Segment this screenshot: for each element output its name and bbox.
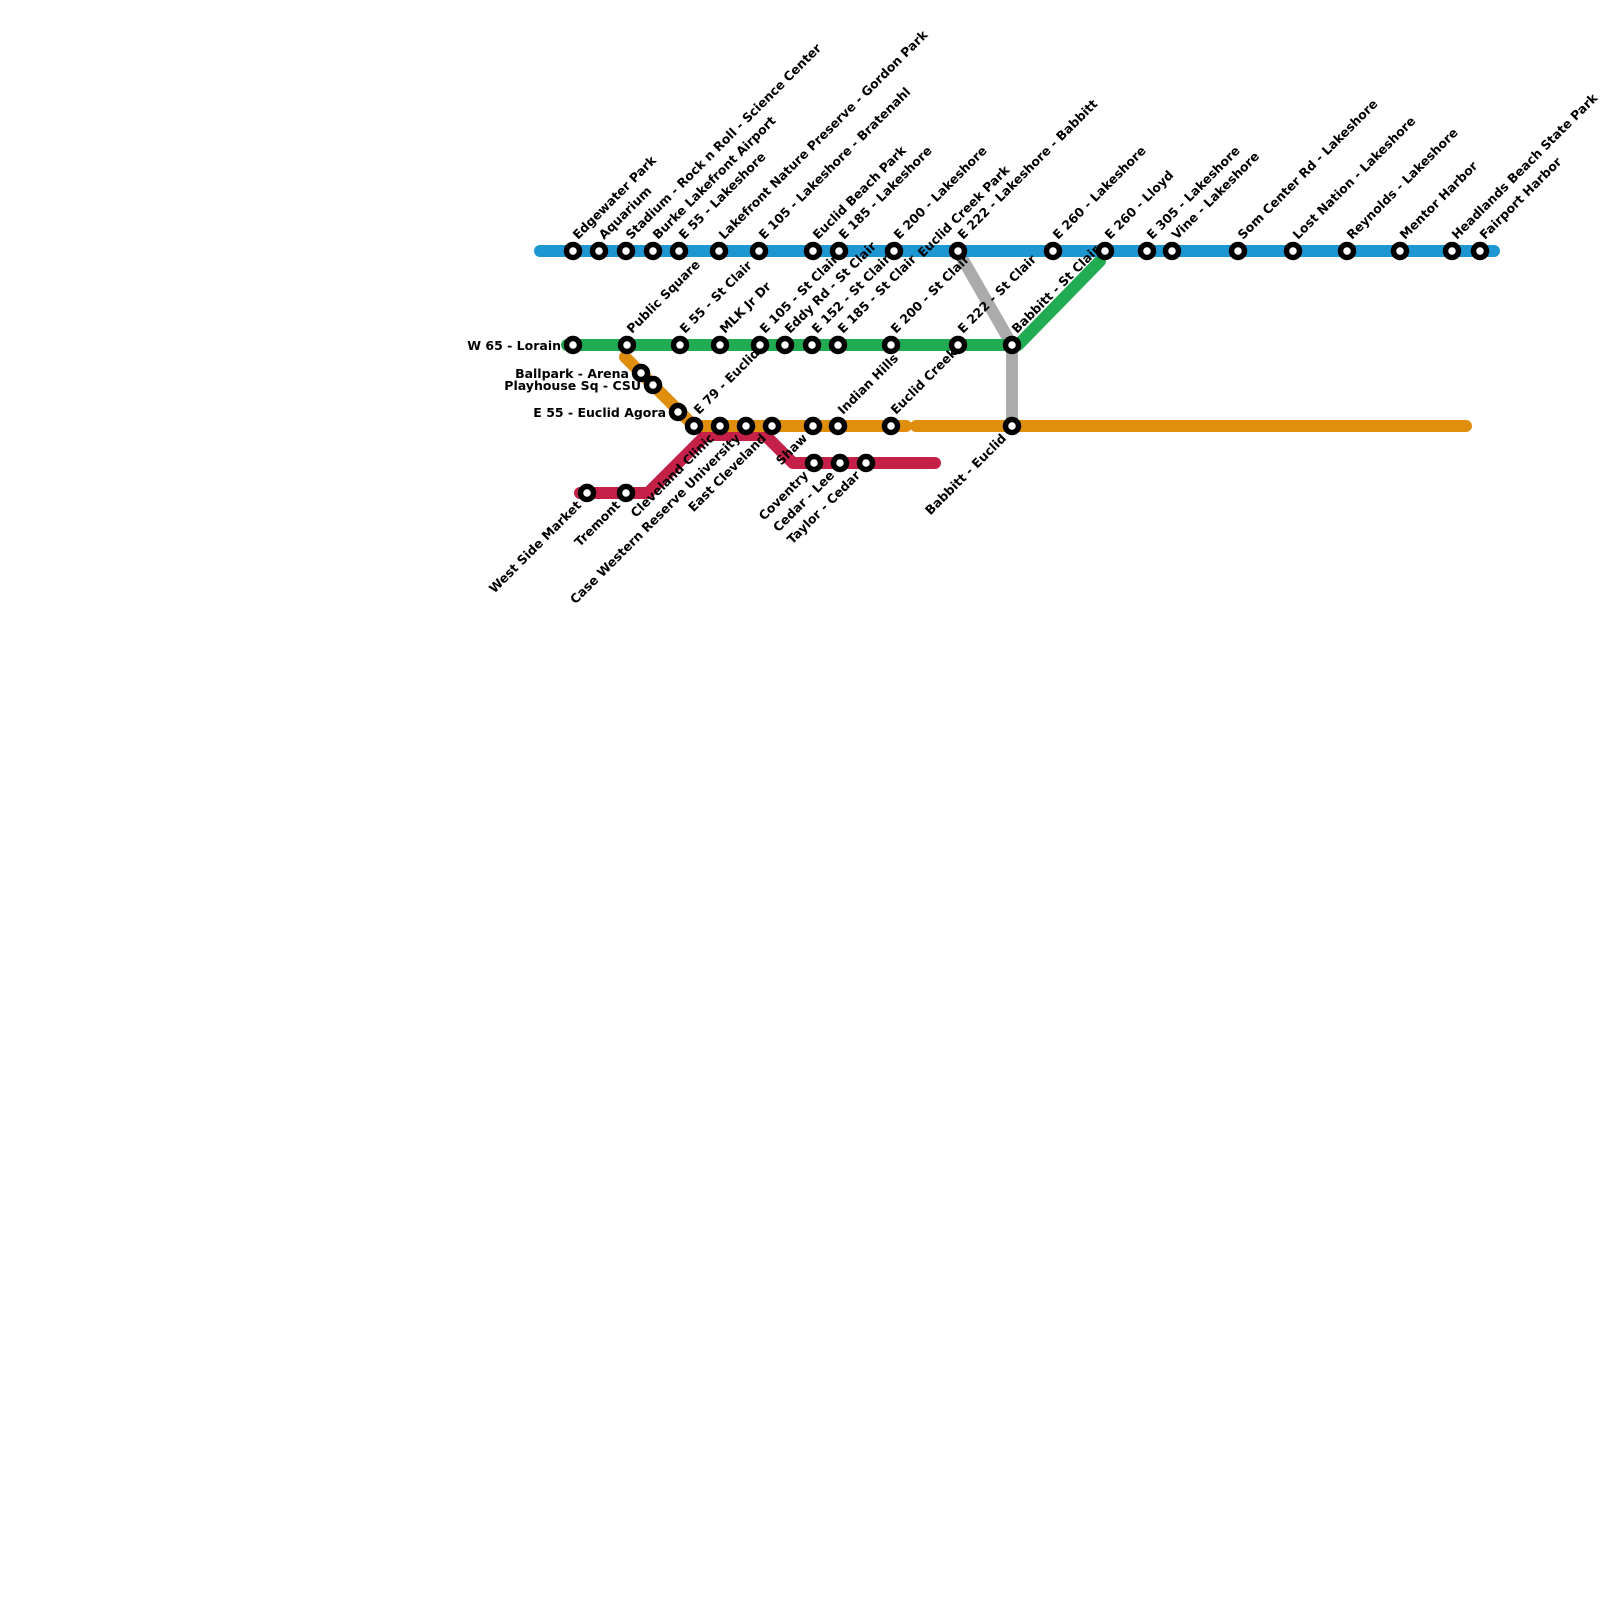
station-label-w-65-lorain: W 65 - Lorain [467,338,561,353]
station-headlands-beach-state-park [1442,241,1462,261]
station-ballpark-arena [631,363,651,383]
station-babbitt-st-clair [1002,335,1022,355]
station-coventry [804,453,824,473]
station-label-euclid-creek: Euclid Creek [888,344,961,417]
station-markers-layer [563,241,1490,503]
station-e-260-lloyd [1095,241,1115,261]
station-stadium-rock-n-roll-science-center [616,241,636,261]
station-w-65-lorain [563,335,583,355]
station-e-185-lakeshore [829,241,849,261]
station-cedar-lee [830,453,850,473]
station-tremont [616,483,636,503]
station-label-babbitt-euclid: Babbitt - Euclid [922,431,1009,518]
station-label-ballpark-arena: Ballpark - Arena [515,366,629,381]
station-euclid-creek [881,416,901,436]
station-e-185-st-clair [828,335,848,355]
station-label-west-side-market: West Side Market [486,498,584,596]
station-e-222-st-clair [948,335,968,355]
station-e-305-lakeshore [1137,241,1157,261]
station-public-square [617,335,637,355]
station-east-cleveland [762,416,782,436]
station-mlk-jr-dr [710,335,730,355]
station-label-e-55-euclid-agora: E 55 - Euclid Agora [533,405,666,420]
station-taylor-cedar [856,453,876,473]
station-babbitt-euclid [1002,416,1022,436]
station-aquarium [589,241,609,261]
station-shaw [803,416,823,436]
station-cleveland-clinic [710,416,730,436]
station-lakefront-nature-preserve-gordon-park [709,241,729,261]
station-label-e-260-lakeshore: E 260 - Lakeshore [1050,143,1149,242]
station-burke-lakefront-airport [643,241,663,261]
station-e-222-lakeshore-babbitt [948,241,968,261]
station-e-55-euclid-agora [668,402,688,422]
station-e-105-st-clair [750,335,770,355]
station-fairport-harbor [1470,241,1490,261]
station-e-105-lakeshore-bratenahl [749,241,769,261]
station-label-burke-lakefront-airport: Burke Lakefront Airport [650,113,779,242]
station-mentor-harbor [1390,241,1410,261]
station-vine-lakeshore [1162,241,1182,261]
station-label-e-79-euclid: E 79 - Euclid [691,345,763,417]
station-e-152-st-clair [802,335,822,355]
station-e-200-lakeshore [884,241,904,261]
station-west-side-market [577,483,597,503]
station-e-55-lakeshore [669,241,689,261]
station-e-260-lakeshore [1043,241,1063,261]
station-e-55-st-clair [670,335,690,355]
station-edgewater-park [563,241,583,261]
station-som-center-rd-lakeshore [1228,241,1248,261]
station-label-playhouse-sq-csu: Playhouse Sq - CSU [504,378,641,393]
station-lost-nation-lakeshore [1283,241,1303,261]
station-case-western-reserve-university [736,416,756,436]
station-eddy-rd-st-clair [775,335,795,355]
station-indian-hills [828,416,848,436]
station-euclid-beach-park [803,241,823,261]
station-playhouse-sq-csu [643,375,663,395]
station-e-200-st-clair [881,335,901,355]
station-e-79-euclid [684,416,704,436]
station-reynolds-lakeshore [1337,241,1357,261]
